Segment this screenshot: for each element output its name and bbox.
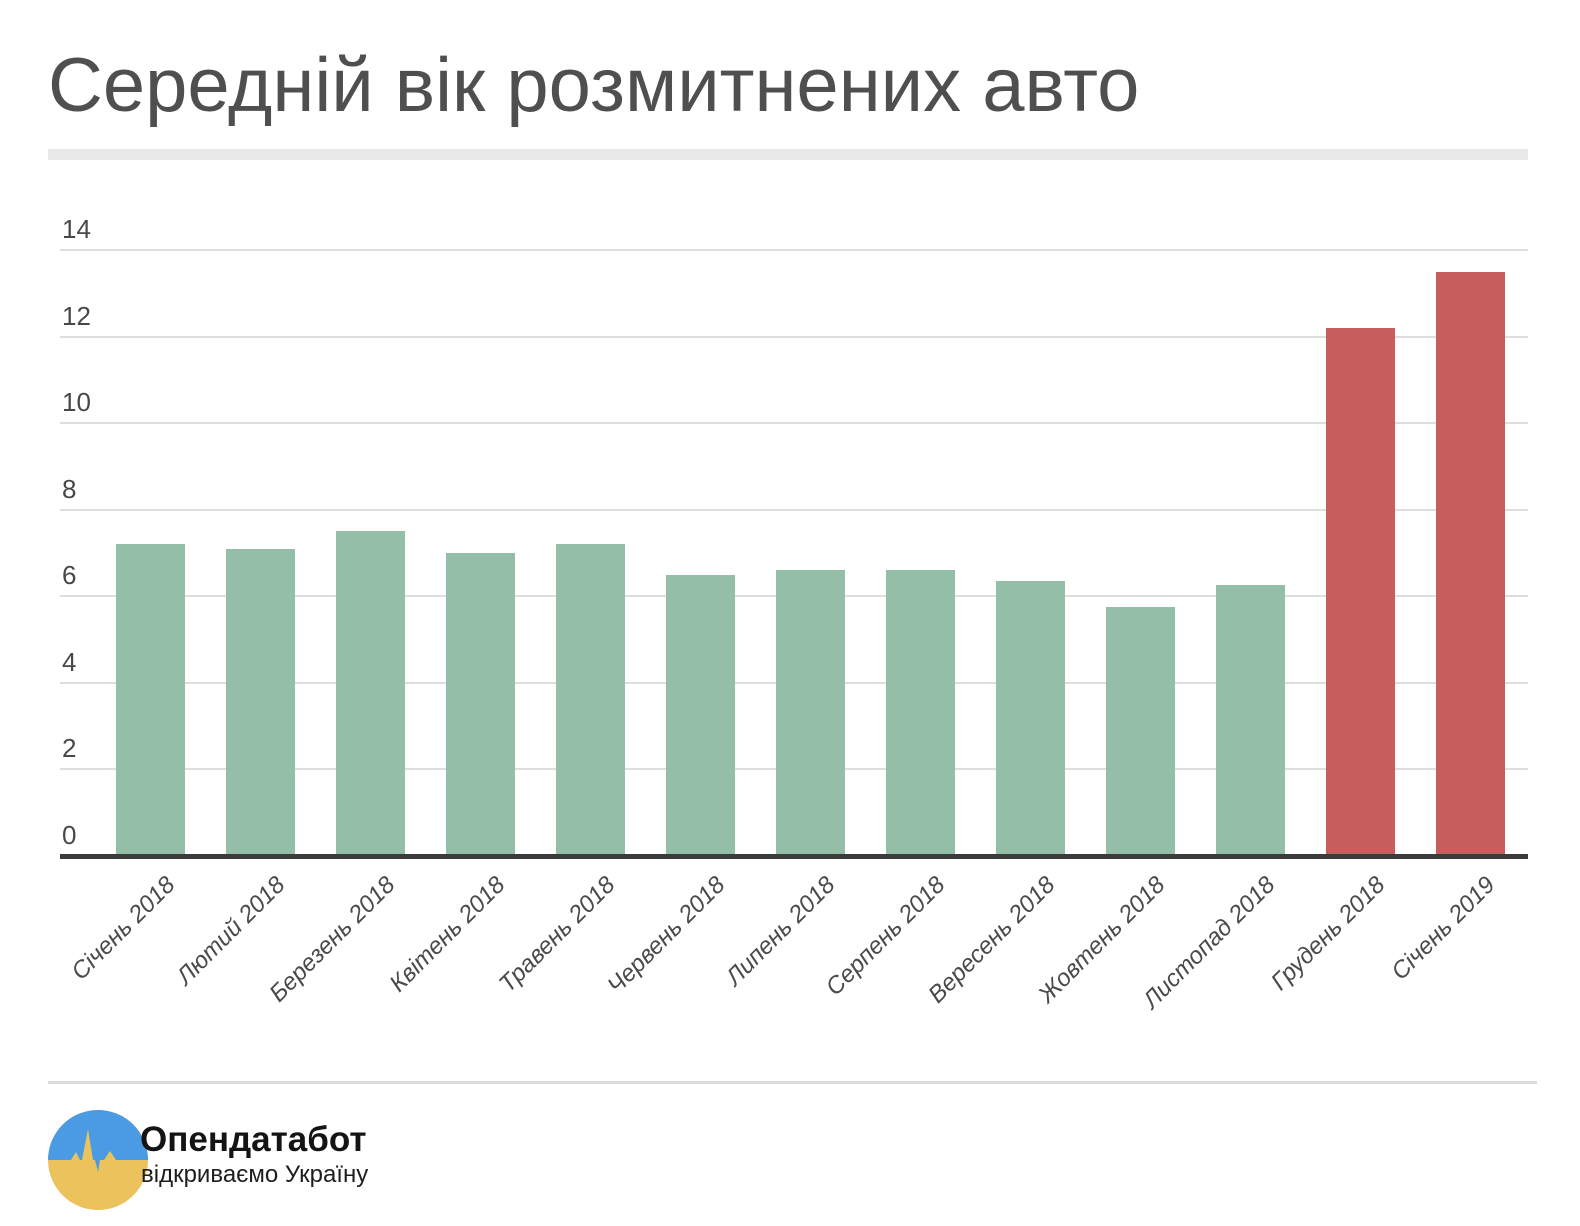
x-tick-label-Жовтень 2018: Жовтень 2018 (1033, 871, 1171, 1009)
x-tick-label-Грудень 2018: Грудень 2018 (1265, 871, 1391, 996)
bar-chart: 0 2 4 6 8 10 12 14 Січень 2018 Лютий 2018 Березень… (60, 214, 1528, 1014)
footer-divider (48, 1081, 1537, 1084)
gridline-y-8 (60, 508, 1528, 511)
bar-Лютий 2018 (225, 548, 295, 856)
x-tick-label-Березень 2018: Березень 2018 (264, 871, 401, 1008)
bar-Липень 2018 (775, 570, 845, 856)
y-tick-label-14: 14 (62, 214, 91, 244)
gridline-y-12 (60, 335, 1528, 338)
gridline-y-14 (60, 249, 1528, 251)
chart-title: Середній вік розмитнених авто (48, 43, 1140, 128)
x-axis-line (60, 854, 1528, 859)
gridline-y-10 (60, 422, 1528, 425)
bar-Травень 2018 (555, 544, 625, 856)
bar-Вересень 2018 (995, 581, 1065, 856)
x-tick-label-Липень 2018: Липень 2018 (720, 871, 841, 991)
x-tick-label-Серпень 2018: Серпень 2018 (820, 871, 951, 1002)
x-tick-label-Квітень 2018: Квітень 2018 (384, 871, 511, 998)
y-tick-label-6: 6 (62, 560, 77, 591)
bar-Квітень 2018 (445, 553, 515, 856)
x-tick-label-Травень 2018: Травень 2018 (493, 871, 621, 998)
brand-tagline: відкриваємо Україну (141, 1161, 369, 1188)
x-tick-label-Січень 2019: Січень 2019 (1386, 871, 1501, 986)
title-divider (48, 149, 1528, 160)
brand-name: Опендатабот (140, 1120, 367, 1159)
x-tick-label-Червень 2018: Червень 2018 (602, 871, 731, 1000)
y-tick-label-8: 8 (62, 473, 77, 504)
opendatabot-logo (48, 1110, 148, 1210)
bar-Січень 2018 (115, 544, 185, 856)
x-tick-label-Січень 2018: Січень 2018 (66, 871, 181, 986)
bar-Серпень 2018 (885, 570, 955, 856)
x-tick-label-Лютий 2018: Лютий 2018 (171, 871, 291, 991)
x-tick-label-Вересень 2018: Вересень 2018 (923, 871, 1061, 1009)
y-tick-label-10: 10 (62, 387, 91, 418)
bar-Грудень 2018 (1325, 327, 1395, 856)
logo-blue-half (48, 1110, 148, 1172)
bar-Червень 2018 (665, 574, 735, 856)
bar-Листопад 2018 (1215, 585, 1285, 856)
y-tick-label-0: 0 (62, 820, 77, 850)
y-tick-label-4: 4 (62, 646, 77, 677)
bar-Січень 2019 (1435, 271, 1505, 856)
bar-Жовтень 2018 (1105, 607, 1175, 856)
bar-Березень 2018 (335, 531, 405, 856)
x-tick-label-Листопад 2018: Листопад 2018 (1137, 871, 1281, 1014)
y-tick-label-2: 2 (62, 733, 77, 764)
y-tick-label-12: 12 (62, 300, 91, 331)
